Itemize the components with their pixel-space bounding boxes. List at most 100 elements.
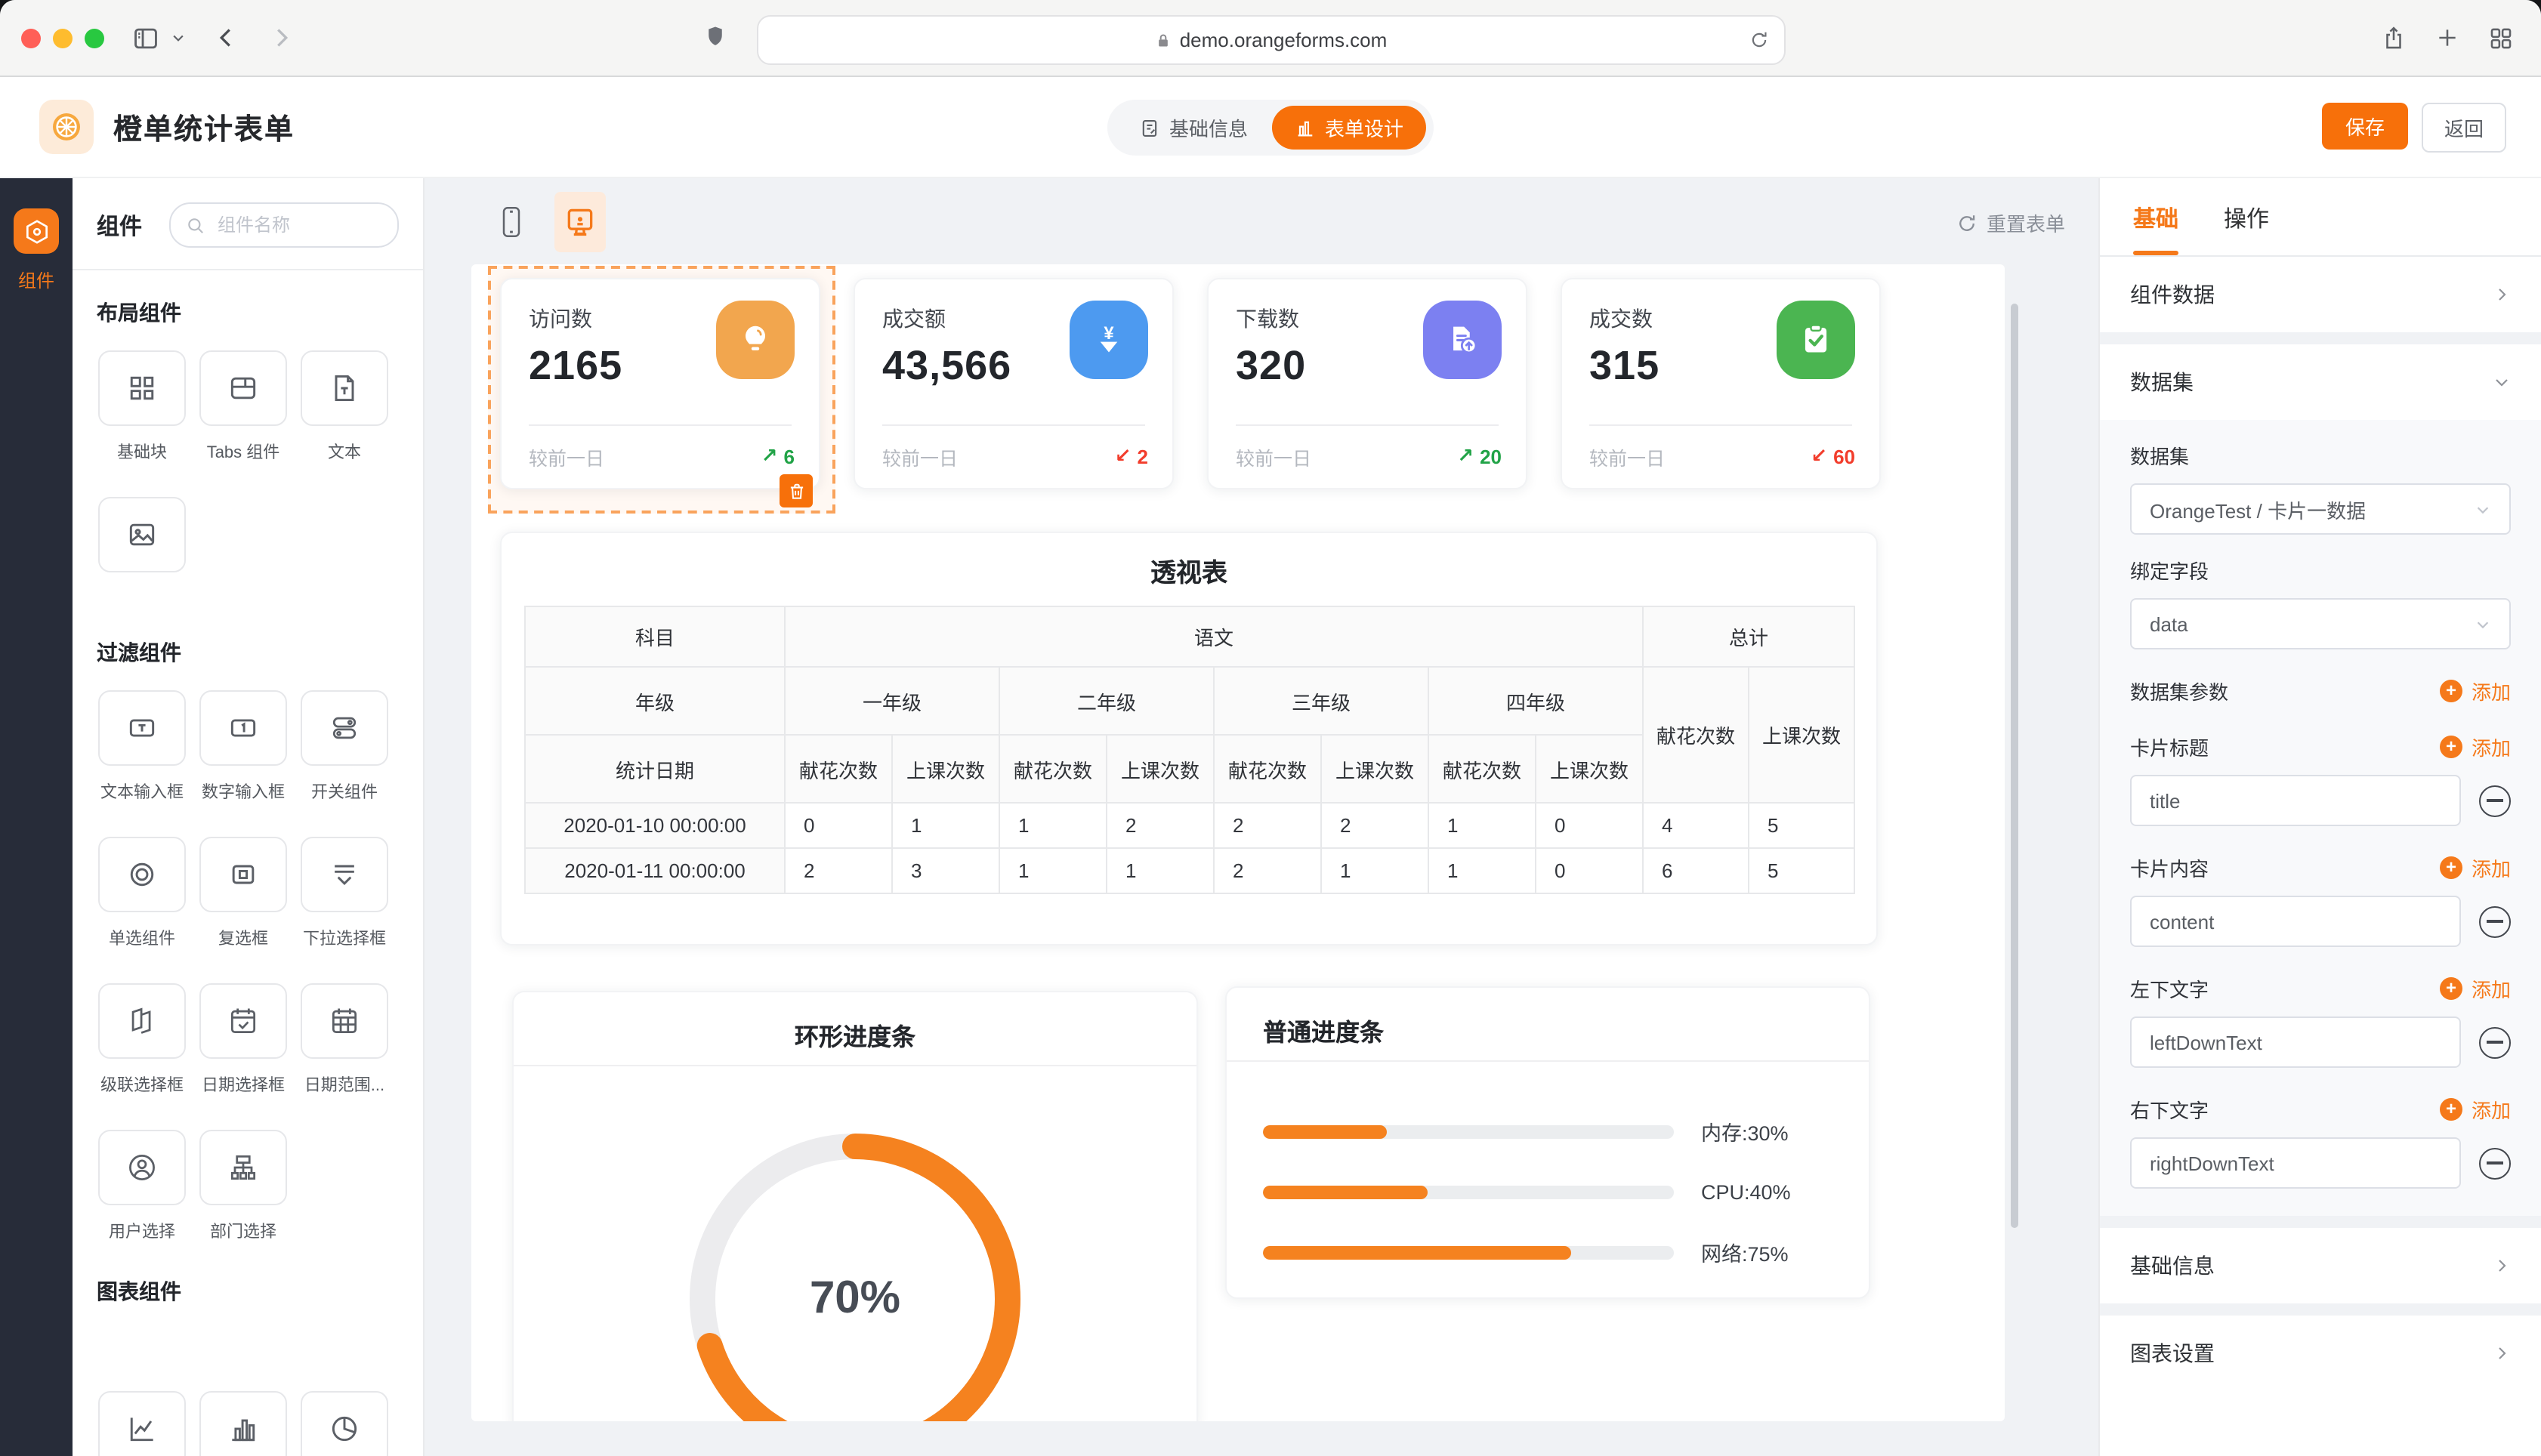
address-bar[interactable]: demo.orangeforms.com <box>757 15 1786 65</box>
tab-basic-info-label: 基础信息 <box>1169 118 1248 140</box>
close-window-button[interactable] <box>21 28 41 48</box>
forward-icon[interactable] <box>267 24 295 51</box>
component-item-tabs[interactable]: Tabs 组件 <box>196 350 290 464</box>
panel-title: 组件 <box>97 214 143 239</box>
mobile-preview-button[interactable] <box>485 191 536 251</box>
component-item-user-select[interactable]: 用户选择 <box>95 1130 189 1243</box>
components-rail-button[interactable] <box>14 208 59 254</box>
component-item-text[interactable]: 文本 <box>298 350 391 464</box>
row-component-data[interactable]: 组件数据 <box>2100 257 2541 332</box>
component-item-bar-chart[interactable] <box>196 1391 290 1456</box>
component-item-date-range[interactable]: 日期范围... <box>298 983 391 1097</box>
left-down-label: 左下文字 <box>2130 979 2209 1001</box>
row-dataset-group[interactable]: 数据集 <box>2100 344 2541 420</box>
component-item-number-input[interactable]: 数字输入框 <box>196 690 290 804</box>
refresh-icon <box>1959 214 1975 230</box>
share-icon[interactable] <box>2381 23 2407 52</box>
reset-form-button[interactable]: 重置表单 <box>1956 208 2065 237</box>
add-card-title-button[interactable]: + 添加 <box>2439 733 2511 761</box>
tab-form-design-label: 表单设计 <box>1325 118 1404 140</box>
section-chart-label: 图表组件 <box>97 1279 181 1303</box>
inspector-panel: 基础 操作 组件数据 数据集 数据集 OrangeTest / 卡片一数据 <box>2098 178 2541 1456</box>
row-chart-settings[interactable]: 图表设置 <box>2100 1316 2541 1391</box>
right-down-input[interactable] <box>2130 1137 2461 1189</box>
pie-chart-icon <box>332 1416 357 1442</box>
save-button[interactable]: 保存 <box>2322 102 2408 149</box>
add-dataset-param-button[interactable]: + 添加 <box>2439 677 2511 705</box>
back-icon[interactable] <box>213 24 240 51</box>
zoom-window-button[interactable] <box>85 28 104 48</box>
component-item-basic-block[interactable]: 基础块 <box>95 350 189 464</box>
remove-card-content-button[interactable] <box>2479 905 2511 937</box>
component-item-text-input[interactable]: 文本输入框 <box>95 690 189 804</box>
tab-overview-icon[interactable] <box>2488 25 2514 51</box>
new-tab-icon[interactable] <box>2435 26 2459 50</box>
divider <box>73 269 423 270</box>
url-text: demo.orangeforms.com <box>1179 29 1388 51</box>
component-item-radio[interactable]: 单选组件 <box>95 837 189 950</box>
canvas-scrollbar[interactable] <box>2011 304 2018 1228</box>
sidebar-toggle-icon[interactable] <box>131 23 160 52</box>
app-header: 橙单统计表单 基础信息 表单设计 保存 返回 <box>0 77 2541 178</box>
minimize-window-button[interactable] <box>53 28 73 48</box>
card-content-input[interactable] <box>2130 896 2461 947</box>
stat-card-deals[interactable]: 成交数 315 较前一日 ↙ 60 <box>1561 278 1881 489</box>
ring-progress-component[interactable]: 环形进度条 70% <box>512 991 1198 1421</box>
chevron-right-icon <box>2493 1257 2511 1275</box>
form-sheet: 访问数 2165 较前一日 ↗ 6 成交额 43,566 ¥ <box>471 264 2005 1421</box>
remove-left-down-button[interactable] <box>2479 1026 2511 1058</box>
section-layout-label: 布局组件 <box>97 301 181 325</box>
add-card-content-button[interactable]: + 添加 <box>2439 853 2511 882</box>
tab-basic[interactable]: 基础 <box>2133 202 2178 255</box>
tab-form-design[interactable]: 表单设计 <box>1272 106 1427 150</box>
remove-card-title-button[interactable] <box>2479 785 2511 816</box>
component-item-dept-select[interactable]: 部门选择 <box>196 1130 290 1243</box>
search-input[interactable] <box>215 213 360 237</box>
component-item-switch[interactable]: 开关组件 <box>298 690 391 804</box>
component-search[interactable] <box>169 202 399 248</box>
tab-actions[interactable]: 操作 <box>2224 207 2270 233</box>
component-item-cascade[interactable]: 级联选择框 <box>95 983 189 1097</box>
table-row: 2020-01-10 00:00:00 0 1 1 2 2 2 1 0 4 5 <box>524 802 1856 849</box>
add-right-down-button[interactable]: + 添加 <box>2439 1095 2511 1124</box>
component-item-pie-chart[interactable] <box>298 1391 391 1456</box>
file-upload-icon <box>1423 301 1502 379</box>
design-canvas: 重置表单 访问数 2165 较前一日 ↗ 6 <box>425 178 2098 1456</box>
bind-field-label: 绑定字段 <box>2130 560 2209 583</box>
back-button[interactable]: 返回 <box>2422 102 2506 152</box>
plus-icon: + <box>2439 1098 2462 1121</box>
lock-icon <box>1156 31 1171 49</box>
card-title-input[interactable] <box>2130 775 2461 826</box>
privacy-shield-icon[interactable] <box>704 23 727 50</box>
reload-icon[interactable] <box>1749 30 1769 50</box>
component-panel: 组件 布局组件 基础块 Tabs 组件 文本 <box>73 178 425 1456</box>
desktop-preview-button[interactable] <box>554 191 606 251</box>
text-input-icon <box>129 719 155 737</box>
component-item-checkbox[interactable]: 复选框 <box>196 837 290 950</box>
stat-card-visits[interactable]: 访问数 2165 较前一日 ↗ 6 <box>500 278 820 489</box>
component-item-date-picker[interactable]: 日期选择框 <box>196 983 290 1097</box>
bind-field-select[interactable]: data <box>2130 598 2511 649</box>
search-icon <box>188 217 203 233</box>
component-item-dropdown[interactable]: 下拉选择框 <box>298 837 391 950</box>
tab-basic-info[interactable]: 基础信息 <box>1115 100 1272 156</box>
component-item-line-chart[interactable] <box>95 1391 189 1456</box>
chevron-down-icon[interactable] <box>171 30 186 45</box>
left-down-input[interactable] <box>2130 1016 2461 1068</box>
pivot-table-component[interactable]: 透视表 科目 语文 总计 年级 一年级 二年级 <box>500 532 1878 945</box>
progress-bars-component[interactable]: 普通进度条 内存:30% CPU:40% 网络:75% <box>1225 986 1870 1299</box>
radio-icon <box>130 862 154 887</box>
dataset-label: 数据集 <box>2130 446 2190 468</box>
grid-icon <box>130 376 154 400</box>
add-left-down-button[interactable]: + 添加 <box>2439 974 2511 1003</box>
section-filter-label: 过滤组件 <box>97 640 181 665</box>
remove-right-down-button[interactable] <box>2479 1147 2511 1179</box>
dataset-select[interactable]: OrangeTest / 卡片一数据 <box>2130 483 2511 535</box>
row-basic-info[interactable]: 基础信息 <box>2100 1228 2541 1303</box>
svg-text:¥: ¥ <box>1104 323 1114 344</box>
progress-row-memory: 内存:30% <box>1263 1121 1842 1145</box>
component-item-image[interactable] <box>95 497 189 604</box>
stat-card-downloads[interactable]: 下载数 320 较前一日 ↗ 20 <box>1207 278 1527 489</box>
delete-component-button[interactable] <box>780 474 813 507</box>
stat-card-turnover[interactable]: 成交额 43,566 ¥ 较前一日 ↙ 2 <box>854 278 1174 489</box>
